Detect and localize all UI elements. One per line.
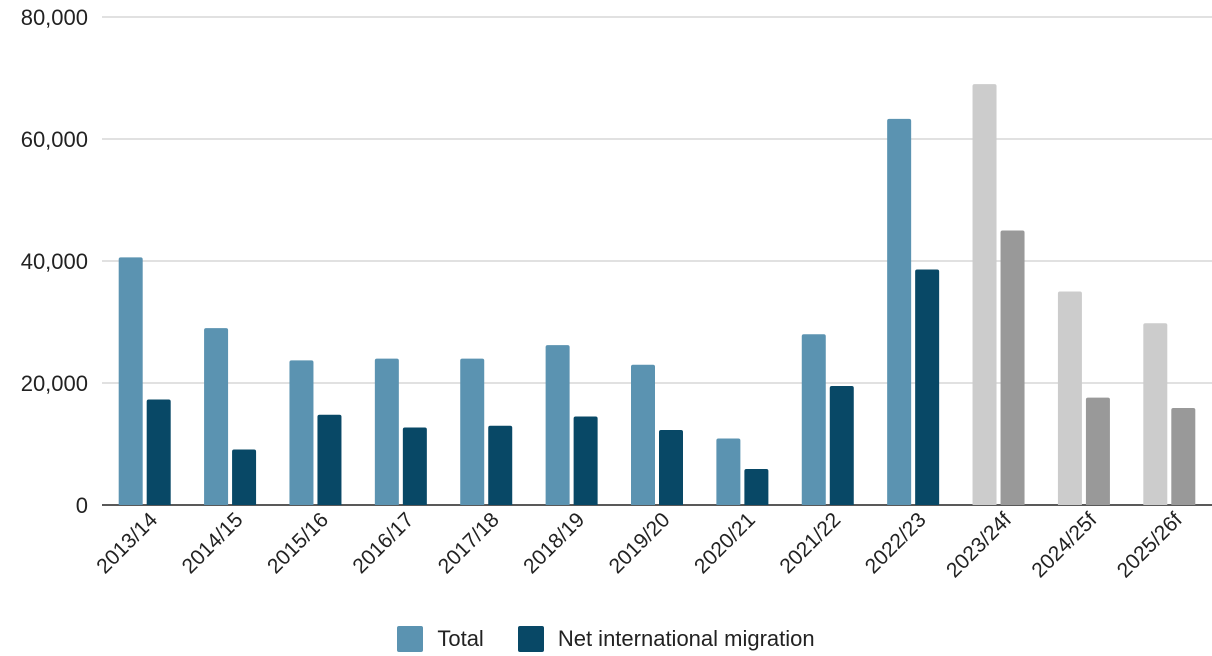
bar-total-2024-25f <box>1057 291 1082 505</box>
bar-total-2023-24f <box>972 84 997 505</box>
bar-total-2016-17 <box>374 358 399 505</box>
x-tick-label: 2025/26f <box>1113 508 1187 582</box>
bar-net-migration-2018-19 <box>573 416 598 505</box>
bar-total-2013-14 <box>118 257 143 505</box>
bar-total-2017-18 <box>460 358 485 505</box>
legend-label-net: Net international migration <box>557 626 815 651</box>
bar-total-2025-26f <box>1143 323 1168 505</box>
x-tick-label: 2023/24f <box>942 508 1016 582</box>
x-tick-label: 2014/15 <box>178 508 248 578</box>
bar-total-2014-15 <box>204 328 229 505</box>
x-tick-label: 2024/25f <box>1027 508 1101 582</box>
bar-total-2020-21 <box>716 438 741 505</box>
x-tick-label: 2020/21 <box>690 508 760 578</box>
bar-net-migration-2014-15 <box>232 449 257 505</box>
x-tick-label: 2018/19 <box>519 508 589 578</box>
legend-swatch-net <box>517 626 544 652</box>
legend-item-total: Total <box>397 626 484 652</box>
bar-total-2019-20 <box>631 364 655 505</box>
bar-net-migration-2017-18 <box>488 425 513 505</box>
x-tick-label: 2019/20 <box>605 508 675 578</box>
bar-net-migration-2021-22 <box>829 386 854 505</box>
gridlines <box>102 16 1212 506</box>
y-tick-label: 20,000 <box>21 371 88 396</box>
bar-total-2021-22 <box>801 334 826 505</box>
x-tick-label: 2021/22 <box>775 508 845 578</box>
bar-chart: 0 20,000 40,000 60,000 80,000 2013/14 2014/15… <box>21 5 1212 582</box>
bar-net-migration-2016-17 <box>402 427 427 505</box>
legend-label-total: Total <box>437 626 484 651</box>
y-tick-label: 40,000 <box>21 249 88 274</box>
x-tick-label: 2017/18 <box>434 508 504 578</box>
bar-net-migration-2019-20 <box>659 429 683 505</box>
bars <box>118 84 1196 506</box>
legend-swatch-total <box>397 626 424 652</box>
bar-net-migration-2023-24f <box>1000 230 1025 505</box>
bar-net-migration-2022-23 <box>915 269 940 505</box>
legend: Total Net international migration <box>0 622 1212 656</box>
x-tick-label: 2022/23 <box>861 508 931 578</box>
bar-total-2022-23 <box>887 118 912 506</box>
bar-total-2015-16 <box>289 360 314 505</box>
x-tick-label: 2016/17 <box>348 508 418 578</box>
x-axis-tick-labels: 2013/14 2014/15 2015/16 2016/17 2017/18 2018/… <box>92 508 1187 582</box>
legend-item-net: Net international migration <box>517 626 815 652</box>
bar-net-migration-2024-25f <box>1085 397 1110 505</box>
x-tick-label: 2013/14 <box>92 508 162 578</box>
y-axis-tick-labels: 0 20,000 40,000 60,000 80,000 <box>21 5 88 518</box>
y-tick-label: 80,000 <box>21 5 88 30</box>
bar-net-migration-2025-26f <box>1171 408 1196 505</box>
bar-net-migration-2013-14 <box>146 399 171 505</box>
y-tick-label: 0 <box>76 493 88 518</box>
bar-net-migration-2015-16 <box>317 414 342 505</box>
bar-net-migration-2020-21 <box>744 469 769 505</box>
x-tick-label: 2015/16 <box>263 508 333 578</box>
y-tick-label: 60,000 <box>21 127 88 152</box>
bar-total-2018-19 <box>545 345 570 505</box>
